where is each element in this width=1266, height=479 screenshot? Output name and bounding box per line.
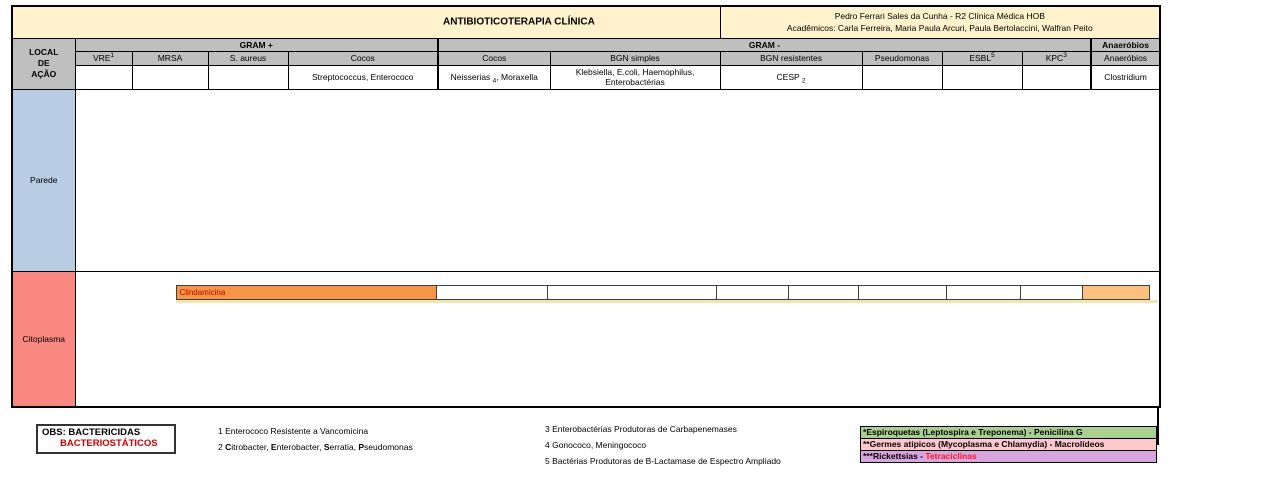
citoplasma-row-label: Citoplasma [11,270,76,408]
col-s-aureus: S. aureus [207,50,289,66]
footnote-3: 3 Enterobactérias Produtoras de Carbapen… [545,424,737,434]
col-bgn-resistentes: BGN resistentes [719,50,863,66]
footnotes-left: 1 Enterococo Resistente a Vancomicina 2 … [218,423,413,455]
page-title: ANTIBIOTICOTERAPIA CLÍNICA [443,16,595,28]
citoplasma-row: Citoplasma Clindamicina [11,270,1161,408]
bar-segment-empty [857,284,947,300]
legend-rickettsias: ***Rickettsias - Tetraciclinas [860,450,1157,463]
bar-segment-empty [787,284,859,300]
footnote-marker: 1 [110,52,115,60]
title-row: ANTIBIOTICOTERAPIA CLÍNICA Pedro Ferrari… [11,5,1161,39]
bar-segment-empty [945,284,1021,300]
obs-legend-box: OBS: BACTERICIDAS BACTERIOSTÁTICOS [36,424,176,454]
footnote-marker: 2 [801,77,806,85]
spec-s-aureus [207,64,289,90]
tetraciclinas-red-text: Tetraciclinas [925,451,977,461]
bar-segment-empty [715,284,789,300]
footnote-1: 1 Enterococo Resistente a Vancomicina [218,426,369,436]
group-gram-positive: GRAM + [74,37,439,52]
organism-row: Streptococcus, Enterococo Neisserias 4, … [12,64,1161,90]
bar-segment-empty [435,284,548,300]
group-gram-negative: GRAM - [436,37,1092,52]
parede-row: Parede [11,88,1161,272]
column-header-row: VRE1 MRSA S. aureus Cocos Cocos BGN simp… [12,50,1161,66]
bar-segment-anaerobes [1081,284,1150,300]
spec-cocos-gram-pos: Streptococcus, Enterococo [287,64,439,90]
col-cocos-gram-pos: Cocos [287,50,439,66]
group-anaerobes: Anaeróbios [1090,37,1161,52]
title-cell: ANTIBIOTICOTERAPIA CLÍNICA [11,5,721,39]
footnote-2: 2 Citrobacter, Enterobacter, Serratia, P… [218,442,413,452]
spec-bgn-simples: Klebsiella, E.coli, Haemophilus, Enterob… [549,64,721,90]
spec-pseudomonas [861,64,943,90]
col-cocos-gram-neg: Cocos [437,50,551,66]
antibiogram-table: ANTIBIOTICOTERAPIA CLÍNICA Pedro Ferrari… [11,5,1162,408]
credits-line2: Acadêmicos: Carla Ferreira, Maria Paula … [786,23,1093,34]
bar-underline [175,299,1158,303]
bar-segment-empty [546,284,717,300]
col-esbl: ESBL5 [941,50,1023,66]
spec-vre [74,64,133,90]
bar-segment-empty [1019,284,1083,300]
footnote-marker: 4 [492,77,497,85]
citoplasma-body-area: Clindamicina [74,270,1161,408]
group-header-row: LOCAL DE AÇÃO GRAM + GRAM - Anaeróbios [11,37,1161,90]
credits-cell: Pedro Ferrari Sales da Cunha - R2 Clínic… [719,5,1161,39]
footnotes-right: 3 Enterobactérias Produtoras de Carbapen… [545,421,781,469]
spec-bgn-resistentes: CESP 2 [719,64,863,90]
col-pseudomonas: Pseudomonas [861,50,943,66]
spec-mrsa [131,64,209,90]
col-kpc: KPC3 [1021,50,1092,66]
antibiotic-spectrum-bar: Clindamicina [175,284,1158,300]
footnote-marker: 3 [1063,52,1067,60]
col-mrsa: MRSA [131,50,209,66]
footnote-marker: 5 [991,52,995,60]
parede-body-area [74,88,1161,272]
spec-anaerobios: Clostridium [1090,64,1161,90]
color-legend: *Espiroquetas (Leptospira e Treponema) -… [860,426,1157,463]
col-vre: VRE1 [74,50,133,66]
parede-row-label: Parede [11,88,76,272]
footnote-4: 4 Gonococo, Meningococo [545,440,647,450]
obs-bacteriostaticos-label: BACTERIOSTÁTICOS [60,438,158,449]
col-bgn-simples: BGN simples [549,50,721,66]
local-de-acao-header: LOCAL DE AÇÃO [11,37,76,90]
spec-cocos-gram-neg: Neisserias 4, Moraxella [437,64,551,90]
footnote-5: 5 Bactérias Produtoras de B-Lactamase de… [545,456,781,466]
col-anaerobios: Anaeróbios [1090,50,1161,66]
spec-kpc [1021,64,1092,90]
table-right-border-extension [1157,407,1159,445]
spec-esbl [941,64,1023,90]
credits-line1: Pedro Ferrari Sales da Cunha - R2 Clínic… [834,11,1045,22]
obs-bactericidas-label: OBS: BACTERICIDAS [42,427,141,438]
clindamicina-bar: Clindamicina [175,284,437,300]
